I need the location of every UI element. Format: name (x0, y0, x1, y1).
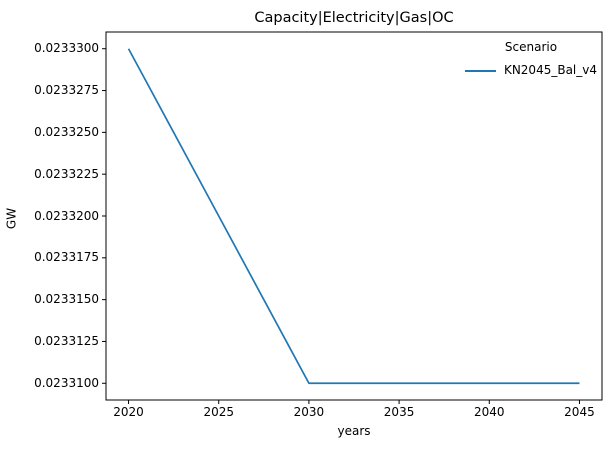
legend-entry-label: KN2045_Bal_v4 (503, 63, 597, 77)
tick-marks (102, 48, 580, 404)
series-line-KN2045_Bal_v4 (127, 48, 580, 385)
y-axis-tick-label: 0.0233300 (34, 41, 99, 56)
x-axis-tick-label: 2035 (383, 405, 415, 419)
y-axis-tick-label: 0.0233250 (34, 124, 99, 139)
legend: Scenario KN2045_Bal_v4 (464, 40, 597, 78)
series-lines (127, 48, 580, 385)
y-axis-tick-label: 0.0233200 (34, 208, 99, 223)
x-axis-tick-label: 2040 (473, 405, 505, 419)
x-axis-label: years (337, 424, 371, 438)
y-axis-tick-label: 0.0233275 (34, 83, 99, 98)
legend-title: Scenario (504, 40, 558, 54)
axes-frame (105, 31, 603, 401)
y-axis-tick-label: 0.0233100 (34, 375, 99, 390)
y-axis-tick-label: 0.0233225 (34, 166, 99, 181)
legend-entry: KN2045_Bal_v4 (464, 63, 597, 78)
y-axis-tick-label: 0.0233175 (34, 250, 99, 265)
x-axis-tick-label: 2030 (293, 405, 325, 419)
x-axis-tick-label: 2020 (113, 405, 144, 419)
y-axis-tick-label: 0.0233150 (34, 292, 99, 307)
legend-line-swatch (464, 69, 496, 72)
x-axis-tick-label: 2025 (203, 405, 234, 419)
chart-title: Capacity|Electricity|Gas|OC (254, 10, 454, 26)
y-axis-tick-label: 0.0233125 (34, 333, 99, 348)
x-axis-tick-label: 2045 (564, 405, 595, 419)
y-axis-label: GW (4, 207, 19, 230)
